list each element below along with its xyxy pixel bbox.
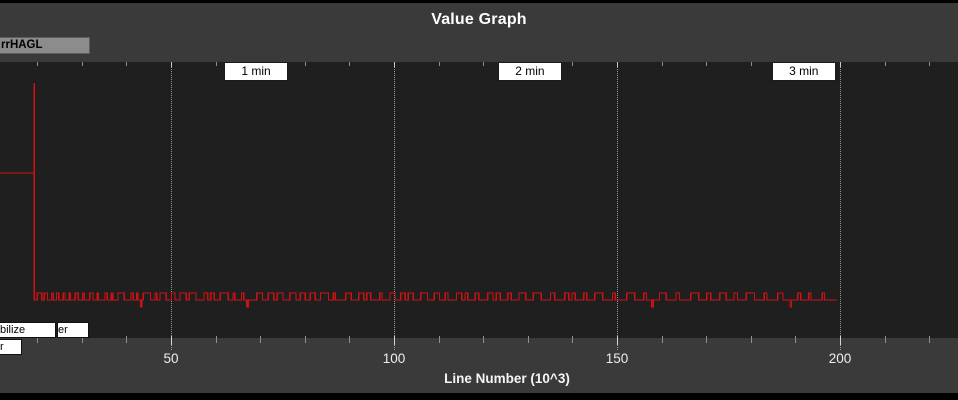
x-axis-top-tick-150 [617,62,618,67]
x-axis-tick-label-150: 150 [605,351,629,366]
gridline-100 [394,62,395,350]
x-axis-tick-170 [706,336,708,343]
x-axis-top-tick-30 [81,62,83,66]
value-graph-canvas[interactable] [0,62,958,338]
x-axis-top-tick-160 [661,62,663,66]
x-axis-tick-20 [37,336,39,343]
x-axis-tick-60 [215,336,217,343]
x-axis-top-tick-200 [840,62,841,67]
x-axis-top-tick-140 [572,62,574,66]
x-axis-tick-label-50: 50 [163,351,179,366]
x-axis-top-tick-100 [394,62,395,67]
x-axis-top-tick-120 [483,62,485,66]
x-axis-tick-90 [349,336,351,343]
window-header-band [0,3,958,62]
x-axis-top-tick-180 [750,62,752,66]
legend-label: rrHAGL [1,39,43,51]
x-axis-top-tick-80 [304,62,306,66]
time-marker-2min: 2 min [497,62,562,81]
mode-annotation: er [57,322,89,338]
x-axis-tick-150 [617,336,618,345]
mode-annotation: bilize [0,322,56,338]
plot-area[interactable] [0,62,958,338]
x-axis-tick-160 [661,336,663,343]
x-axis-tick-200 [840,336,841,345]
x-axis-top-tick-20 [37,62,39,66]
x-axis-tick-110 [438,336,440,343]
x-axis-tick-120 [483,336,485,343]
x-axis-top-tick-170 [706,62,708,66]
x-axis-top-tick-220 [929,62,931,66]
x-axis-tick-70 [260,336,262,343]
x-axis-band [0,338,958,393]
x-axis-tick-100 [394,336,395,345]
x-axis-top-tick-60 [215,62,217,66]
x-axis-tick-40 [126,336,128,343]
mode-annotation: r [0,339,22,355]
x-axis-tick-label-100: 100 [382,351,406,366]
x-axis-top-tick-50 [171,62,172,67]
legend-item-errhagl[interactable]: rrHAGL [0,37,90,54]
chart-title: Value Graph [431,11,527,28]
x-axis-tick-30 [81,336,83,343]
time-marker-3min: 3 min [771,62,836,81]
time-marker-1min: 1 min [224,62,289,81]
x-axis-top-tick-40 [126,62,128,66]
x-axis-top-tick-110 [438,62,440,66]
x-axis-tick-220 [929,336,931,343]
x-axis-top-tick-90 [349,62,351,66]
x-axis-tick-50 [171,336,172,345]
x-axis-top-tick-210 [884,62,886,66]
gridline-200 [840,62,841,350]
x-axis-tick-210 [884,336,886,343]
series-errhagl-trace [0,82,837,308]
gridline-50 [171,62,172,350]
x-axis-tick-label-200: 200 [828,351,852,366]
x-axis-tick-80 [304,336,306,343]
x-axis-tick-190 [795,336,797,343]
x-axis-tick-180 [750,336,752,343]
x-axis-title: Line Number (10^3) [444,371,570,386]
gridline-150 [617,62,618,350]
x-axis-tick-130 [527,336,529,343]
x-axis-tick-140 [572,336,574,343]
